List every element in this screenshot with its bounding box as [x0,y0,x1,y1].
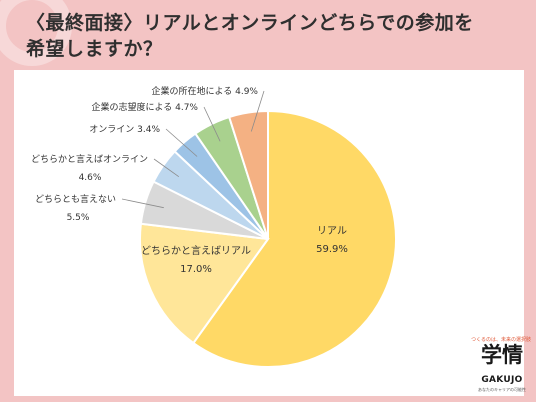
pie-chart: リアル 59.9% どちらかと言えばリアル 17.0% どちらとも言えない 5.5% どちら… [31,85,397,368]
slice-label: どちらとも言えない [35,193,116,205]
slice-value: 17.0% [180,264,212,275]
slice-label: どちらかと言えばリアル [141,244,251,257]
slice-value: 4.6% [79,173,102,183]
pie-slice [192,109,397,368]
leader-line [250,90,265,132]
chart-title: 〈最終面接〉リアルとオンラインどちらでの参加を 希望しますか？ [26,10,526,62]
logo-subtext: あなたのキャリアの可能性 [478,387,526,392]
slice-value: 59.9% [316,244,348,255]
logo-tagline: つくるのは、未来の選択肢 [471,337,531,343]
slice-value: 5.5% [67,213,90,223]
title-line-1: 〈最終面接〉リアルとオンラインどちらでの参加を [26,12,474,34]
title-line-2: 希望しますか？ [26,38,163,60]
pie-slice [227,109,269,240]
slice-label: リアル [317,226,347,237]
slice-label: 企業の所在地による 4.9% [152,85,259,97]
leader-line [203,106,221,142]
logo-brand: 学情 [481,343,523,367]
chart-card: リアル 59.9% どちらかと言えばリアル 17.0% どちらとも言えない 5.5% どちら… [14,70,524,396]
slice-label: どちらかと言えばオンライン [31,153,148,165]
slice-label: 企業の志望度による 4.7% [92,101,199,113]
pie-slice [139,222,270,345]
slice-label: オンライン 3.4% [89,124,160,135]
leader-line [153,158,180,178]
leader-line [121,198,164,209]
leader-line [165,128,198,157]
logo-brand-en: GAKUJO [481,375,523,385]
